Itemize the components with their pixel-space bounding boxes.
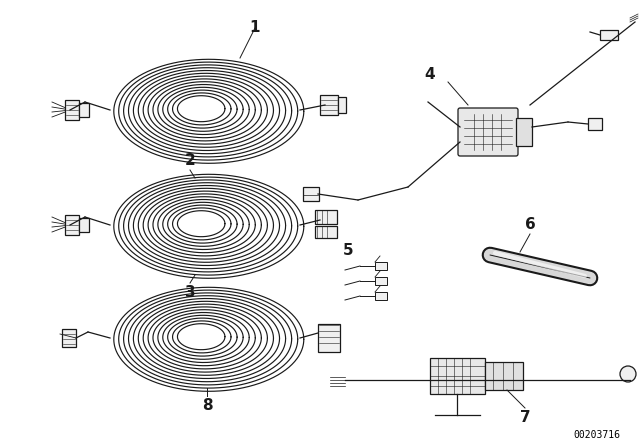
Text: 5: 5 (342, 243, 353, 258)
Text: 4: 4 (425, 67, 435, 82)
Bar (303, 187, 319, 201)
Text: 7: 7 (520, 410, 531, 425)
Bar (430, 358, 485, 394)
FancyBboxPatch shape (458, 108, 518, 156)
Bar (65, 100, 79, 120)
Text: 8: 8 (202, 398, 212, 413)
Text: 1: 1 (250, 20, 260, 35)
Bar (315, 210, 337, 224)
Bar (65, 215, 79, 235)
Bar (62, 329, 76, 347)
Bar (79, 218, 89, 232)
Bar (516, 118, 532, 146)
Bar (318, 324, 340, 352)
Bar (338, 97, 346, 113)
Bar (375, 277, 387, 285)
Text: 00203716: 00203716 (573, 430, 620, 440)
Bar (600, 30, 618, 40)
Circle shape (620, 366, 636, 382)
Text: 2: 2 (184, 153, 195, 168)
Bar (375, 292, 387, 300)
Text: 6: 6 (525, 217, 536, 232)
Bar (320, 95, 338, 115)
Text: 3: 3 (185, 285, 195, 300)
Bar (485, 362, 523, 390)
Bar (315, 226, 337, 238)
Bar (79, 103, 89, 117)
Bar (375, 262, 387, 270)
Bar (588, 118, 602, 130)
